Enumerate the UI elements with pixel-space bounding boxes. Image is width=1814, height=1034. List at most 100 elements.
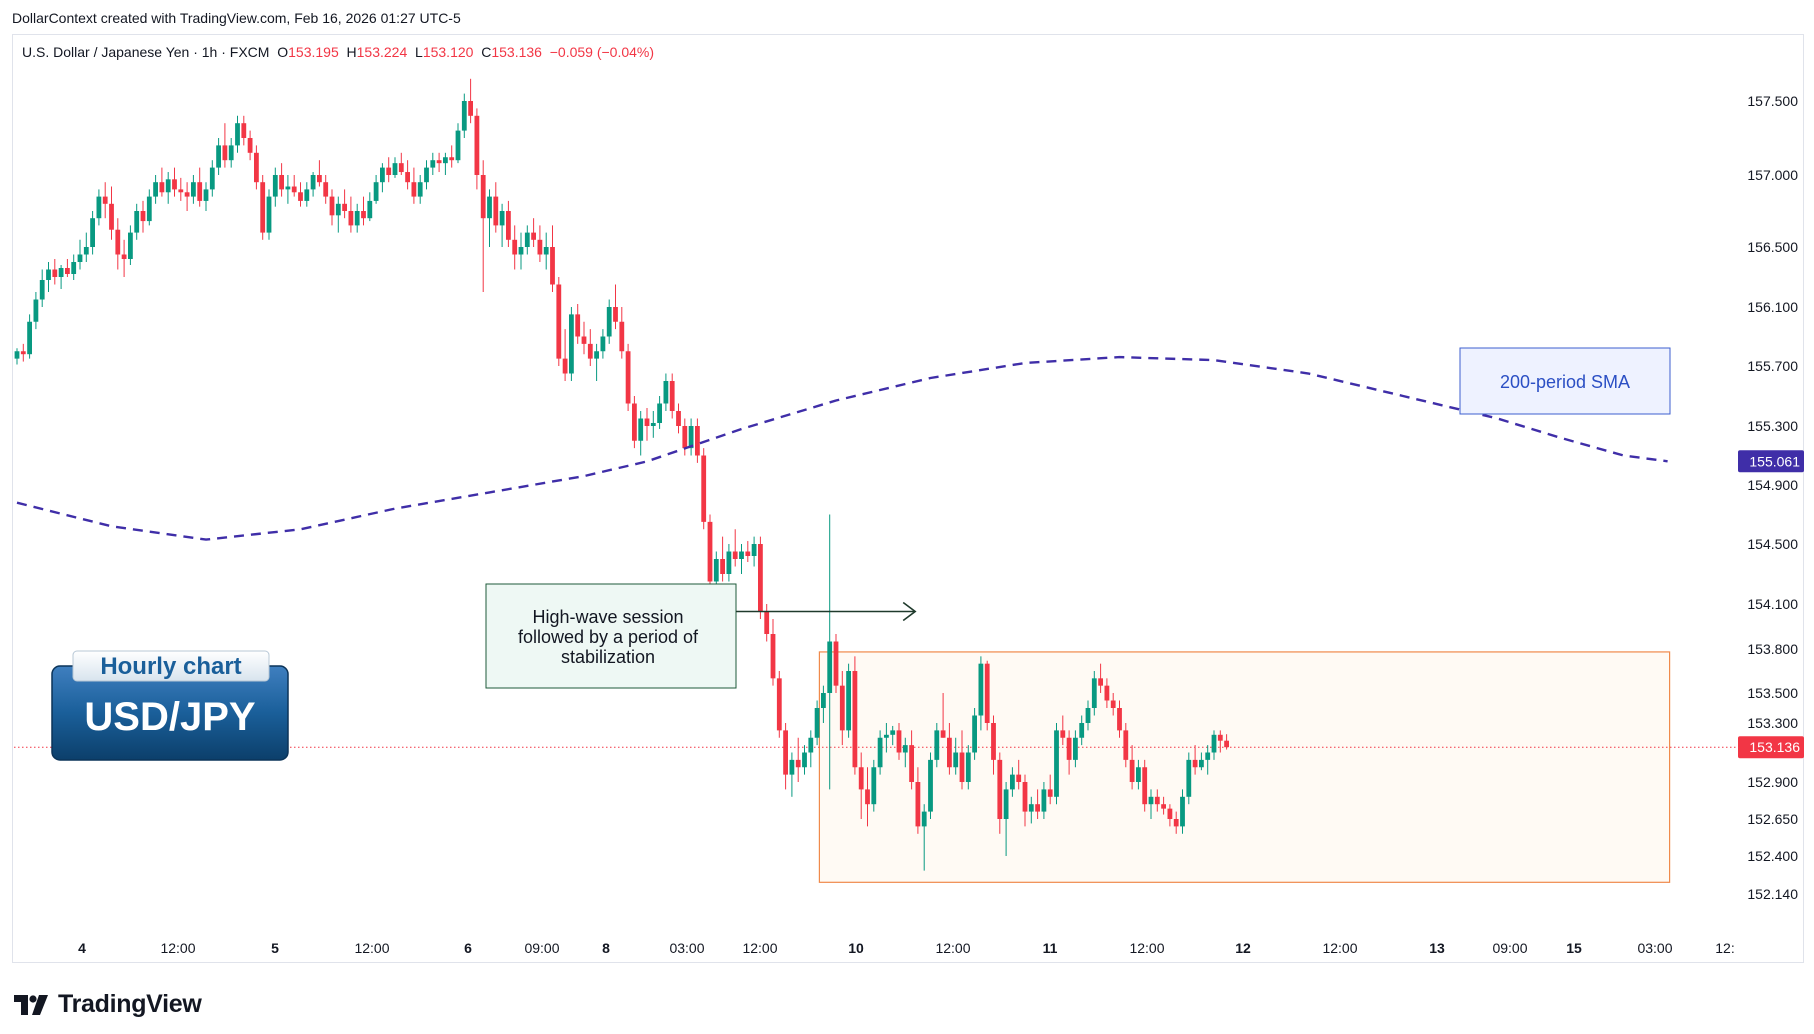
candle[interactable] <box>83 232 89 262</box>
candle[interactable] <box>783 723 788 790</box>
candle[interactable] <box>934 723 940 768</box>
candle[interactable] <box>606 299 612 344</box>
candle[interactable] <box>524 225 530 255</box>
candle[interactable] <box>342 189 347 219</box>
candle[interactable] <box>965 745 971 790</box>
candle[interactable] <box>298 182 303 207</box>
candle[interactable] <box>1173 811 1179 834</box>
candle[interactable] <box>14 348 20 365</box>
candle[interactable] <box>506 200 511 247</box>
candle[interactable] <box>600 329 606 359</box>
candle[interactable] <box>884 723 889 753</box>
candle[interactable] <box>241 115 247 146</box>
candle[interactable] <box>518 232 524 270</box>
candle[interactable] <box>833 634 839 693</box>
candle[interactable] <box>1211 730 1217 760</box>
candle[interactable] <box>688 418 694 456</box>
candle[interactable] <box>587 329 593 366</box>
candle[interactable] <box>594 343 599 381</box>
candle[interactable] <box>1016 759 1022 790</box>
candle[interactable] <box>329 189 335 226</box>
candle[interactable] <box>33 292 39 330</box>
candle[interactable] <box>405 160 410 190</box>
candle[interactable] <box>751 536 757 567</box>
candle[interactable] <box>260 175 266 240</box>
candle[interactable] <box>613 284 618 330</box>
candle[interactable] <box>1192 745 1198 775</box>
candle[interactable] <box>1047 774 1053 805</box>
candle[interactable] <box>921 804 927 871</box>
candle[interactable] <box>739 544 744 574</box>
candle[interactable] <box>272 167 278 207</box>
candle[interactable] <box>732 529 738 567</box>
candle[interactable] <box>764 604 770 642</box>
candle[interactable] <box>814 700 820 746</box>
candle[interactable] <box>531 218 536 247</box>
candle[interactable] <box>216 138 221 175</box>
candle[interactable] <box>1123 723 1129 768</box>
candle[interactable] <box>896 723 902 760</box>
candle[interactable] <box>468 78 473 124</box>
candle[interactable] <box>1098 663 1103 693</box>
candle[interactable] <box>222 123 228 168</box>
candle[interactable] <box>109 186 114 240</box>
candle[interactable] <box>676 403 681 434</box>
candle[interactable] <box>291 175 297 197</box>
candle[interactable] <box>569 307 574 381</box>
candle[interactable] <box>1205 745 1211 775</box>
candle[interactable] <box>1117 700 1122 738</box>
candle[interactable] <box>802 745 807 775</box>
candle[interactable] <box>1224 734 1229 750</box>
candle[interactable] <box>285 175 291 204</box>
candle[interactable] <box>203 182 209 211</box>
candle[interactable] <box>682 418 688 456</box>
candle[interactable] <box>902 737 908 768</box>
candle[interactable] <box>1104 678 1110 708</box>
candle[interactable] <box>556 277 562 366</box>
candle[interactable] <box>436 152 442 173</box>
candle[interactable] <box>121 239 127 277</box>
candle[interactable] <box>839 671 845 746</box>
candle[interactable] <box>745 541 751 562</box>
candle[interactable] <box>197 167 203 207</box>
candle[interactable] <box>991 715 996 775</box>
candle[interactable] <box>1148 789 1154 819</box>
candle[interactable] <box>58 265 64 289</box>
candle[interactable] <box>235 115 240 153</box>
candle[interactable] <box>480 160 486 292</box>
candle[interactable] <box>178 177 184 201</box>
candle[interactable] <box>146 189 152 226</box>
candle[interactable] <box>638 411 644 456</box>
candle[interactable] <box>770 619 776 686</box>
candle[interactable] <box>701 448 707 530</box>
candle[interactable] <box>115 218 121 270</box>
candle[interactable] <box>71 254 77 281</box>
candle[interactable] <box>915 767 921 834</box>
candle[interactable] <box>165 172 171 204</box>
candle[interactable] <box>789 752 795 797</box>
candle[interactable] <box>449 145 455 168</box>
candle[interactable] <box>1161 796 1166 815</box>
candle[interactable] <box>726 544 732 582</box>
candle[interactable] <box>474 108 480 190</box>
candle[interactable] <box>1035 789 1040 819</box>
candle[interactable] <box>279 163 284 197</box>
candle[interactable] <box>493 182 499 233</box>
candle[interactable] <box>424 160 429 190</box>
candle[interactable] <box>1085 700 1091 731</box>
sma-label-box[interactable]: 200-period SMA <box>1459 347 1671 415</box>
candle[interactable] <box>928 752 933 820</box>
candle[interactable] <box>386 157 392 183</box>
candle[interactable] <box>984 660 990 731</box>
candle[interactable] <box>562 329 568 381</box>
candle[interactable] <box>650 411 656 438</box>
candle[interactable] <box>172 167 177 197</box>
candle[interactable] <box>758 536 763 619</box>
candle[interactable] <box>1060 715 1066 746</box>
candle[interactable] <box>310 172 316 197</box>
candle[interactable] <box>997 752 1003 834</box>
candle[interactable] <box>354 203 360 233</box>
candle[interactable] <box>827 514 833 790</box>
candle[interactable] <box>392 157 398 178</box>
candle[interactable] <box>846 663 851 738</box>
